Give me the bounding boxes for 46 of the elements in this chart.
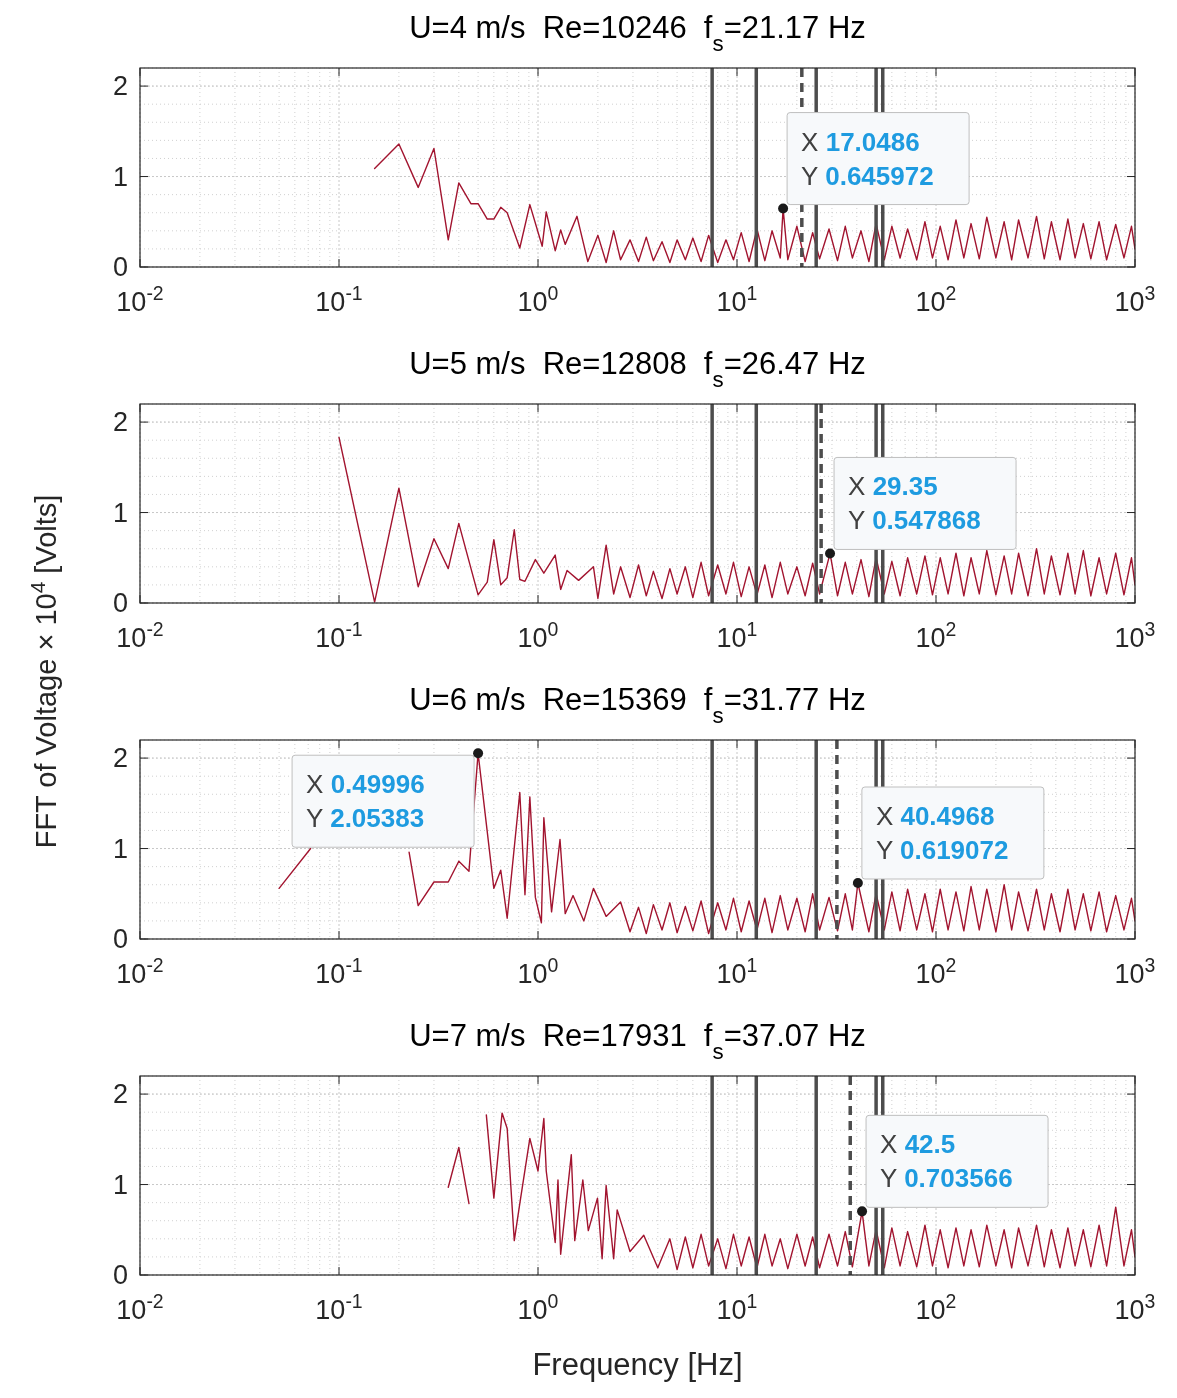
annotation: X 29.35 Y 0.547868 — [848, 471, 981, 536]
x-tick-label: 10$^{1}$ — [716, 618, 758, 653]
x-tick-label: 10$^{2}$ — [915, 954, 957, 989]
x-tick-label: 10$^{3}$ — [1114, 282, 1156, 317]
chart-title: U=6 m/s Re=15369 f$_{s}$=31.77 Hz — [409, 682, 866, 728]
y-tick-label: 2 — [112, 743, 128, 774]
y-tick-label: 2 — [112, 1079, 128, 1110]
chart-title: U=7 m/s Re=17931 f$_{s}$=37.07 Hz — [409, 1018, 866, 1064]
annotation: X 42.5 Y 0.703566 — [880, 1129, 1013, 1194]
y-tick-label: 0 — [112, 252, 128, 282]
annotation: X 17.0486 Y 0.645972 — [801, 126, 934, 191]
x-tick-label: 10$^{1}$ — [716, 954, 758, 989]
x-tick-label: 10$^{2}$ — [915, 282, 957, 317]
x-tick-label: 10$^{0}$ — [517, 282, 559, 317]
y-tick-label: 2 — [112, 71, 128, 102]
y-tick-label: 0 — [112, 588, 128, 618]
x-tick-label: 10$^{-2}$ — [116, 1290, 164, 1325]
annotation: X 40.4968 Y 0.619072 — [875, 801, 1009, 865]
x-tick-label: 10$^{-1}$ — [315, 618, 363, 653]
y-tick-label: 1 — [112, 161, 128, 192]
x-tick-label: 10$^{3}$ — [1114, 1290, 1156, 1325]
x-tick-label: 10$^{0}$ — [517, 954, 559, 989]
x-tick-label: 10$^{-1}$ — [315, 282, 363, 317]
y-tick-label: 2 — [112, 407, 128, 438]
chart-title: U=4 m/s Re=10246 f$_{s}$=21.17 Hz — [409, 10, 866, 56]
x-tick-label: 10$^{3}$ — [1114, 618, 1156, 653]
y-tick-label: 0 — [112, 924, 128, 954]
x-tick-label: 10$^{2}$ — [915, 618, 957, 653]
annotation: X 0.49996 Y 2.05383 — [306, 769, 425, 834]
x-tick-label: 10$^{1}$ — [716, 1290, 758, 1325]
y-tick-label: 1 — [112, 833, 128, 864]
x-axis-title: Frequency [Hz] — [532, 1347, 743, 1382]
x-tick-label: 10$^{1}$ — [716, 282, 758, 317]
x-tick-label: 10$^{-2}$ — [116, 618, 164, 653]
x-tick-label: 10$^{-1}$ — [315, 954, 363, 989]
chart-title: U=5 m/s Re=12808 f$_{s}$=26.47 Hz — [409, 346, 866, 392]
x-tick-label: 10$^{-2}$ — [116, 954, 164, 989]
y-tick-label: 1 — [112, 1169, 128, 1200]
y-tick-label: 1 — [112, 497, 128, 528]
x-tick-label: 10$^{-2}$ — [116, 282, 164, 317]
x-tick-label: 10$^{3}$ — [1114, 954, 1156, 989]
x-tick-label: 10$^{0}$ — [517, 618, 559, 653]
x-tick-label: 10$^{-1}$ — [315, 1290, 363, 1325]
x-tick-label: 10$^{0}$ — [517, 1290, 559, 1325]
x-tick-label: 10$^{2}$ — [915, 1290, 957, 1325]
y-tick-label: 0 — [112, 1260, 128, 1290]
